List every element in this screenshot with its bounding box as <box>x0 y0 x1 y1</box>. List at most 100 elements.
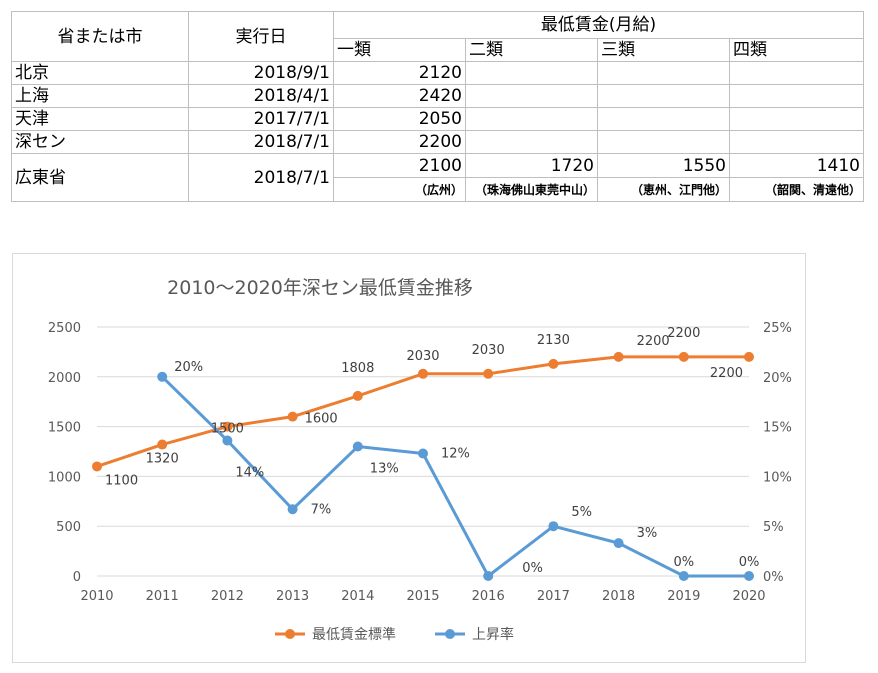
y-right-tick-label: 20% <box>763 371 792 386</box>
table-row: 深セン 2018/7/1 2200 <box>11 130 864 154</box>
wage-cell <box>465 130 598 154</box>
date-cell: 2018/4/1 <box>188 84 334 108</box>
data-point <box>418 368 428 379</box>
data-label: 13% <box>370 462 399 477</box>
wage-cell <box>465 61 598 85</box>
x-tick-label: 2011 <box>146 589 179 604</box>
wage-cell: 2200 <box>333 130 466 154</box>
data-label: 2030 <box>406 349 439 364</box>
chart-title: 2010～2020年深セン最低賃金推移 <box>167 277 473 299</box>
x-tick-label: 2018 <box>602 589 635 604</box>
y-left-tick-label: 2500 <box>48 321 81 336</box>
header-region: 省または市 <box>11 11 189 62</box>
region-cell: 北京 <box>11 61 189 85</box>
y-left-tick-label: 500 <box>56 520 81 535</box>
wage-cell: 2120 <box>333 61 466 85</box>
data-point <box>352 441 363 452</box>
x-tick-label: 2013 <box>276 589 309 604</box>
legend-marker <box>445 629 455 639</box>
wage-trend-chart: 2010～2020年深セン最低賃金推移 0 500 1000 1500 2000 2500… <box>12 253 806 663</box>
data-label: 1500 <box>211 422 244 437</box>
minimum-wage-table: 省または市 実行日 最低賃金(月給) 一類 二類 三類 四類 北京 2018/9… <box>11 11 864 202</box>
region-cell: 天津 <box>11 107 189 131</box>
table-row: 広東省 2018/7/1 2100 1720 1550 1410 <box>11 153 864 202</box>
wage-cell <box>465 84 598 108</box>
date-cell: 2018/7/1 <box>188 153 334 202</box>
y-right-tick-label: 25% <box>763 321 792 336</box>
wage-cell <box>729 107 864 131</box>
date-cell: 2018/7/1 <box>188 130 334 154</box>
wage-cell <box>729 61 864 85</box>
header-wage: 最低賃金(月給) <box>333 11 864 39</box>
data-label: 12% <box>441 446 470 461</box>
y-right-tick-label: 10% <box>763 470 792 485</box>
data-point <box>222 435 233 446</box>
y-right-tick-label: 5% <box>763 520 784 535</box>
wage-cell <box>729 130 864 154</box>
data-label: 1320 <box>146 452 179 467</box>
data-point <box>483 571 494 581</box>
wage-cell <box>597 61 730 85</box>
wage-cell: 1550 <box>597 153 730 178</box>
data-label: 3% <box>637 526 658 541</box>
x-tick-label: 2017 <box>537 589 570 604</box>
data-point <box>548 521 559 532</box>
table-row: 上海 2018/4/1 2420 <box>11 84 864 108</box>
y-right-tick-label: 15% <box>763 421 792 436</box>
data-point <box>613 351 624 362</box>
chart-canvas: 2010～2020年深セン最低賃金推移 0 500 1000 1500 2000 2500… <box>48 277 792 643</box>
table-row: （広州） （珠海佛山東莞中山） （恵州、江門他） （韶関、清遠他） <box>12 177 864 202</box>
data-label: 0% <box>673 555 694 570</box>
data-point <box>222 421 233 432</box>
header-date: 実行日 <box>188 11 334 62</box>
y-left-tick-label: 1000 <box>48 470 81 485</box>
legend-marker <box>285 629 295 639</box>
wage-cell <box>465 107 598 131</box>
data-point <box>157 371 168 382</box>
area-note-cell: （韶関、清遠他） <box>729 177 864 202</box>
y-left-tick-label: 1500 <box>48 421 81 436</box>
x-tick-label: 2020 <box>732 589 765 604</box>
x-tick-label: 2010 <box>80 589 113 604</box>
data-point <box>548 358 559 369</box>
data-point <box>92 461 102 472</box>
header-class-1: 一類 <box>333 38 466 62</box>
wage-cell: 2100 <box>333 153 466 178</box>
x-tick-label: 2019 <box>667 589 700 604</box>
data-label: 2130 <box>537 333 570 348</box>
legend-label: 上昇率 <box>472 626 514 643</box>
data-label: 14% <box>235 466 264 481</box>
data-point <box>352 390 363 401</box>
data-point <box>157 439 168 450</box>
series-line-growth <box>161 375 749 578</box>
data-label: 2200 <box>637 334 670 349</box>
y-left-tick-label: 2000 <box>48 371 81 386</box>
data-point <box>744 571 754 581</box>
data-point <box>418 448 428 459</box>
area-note-cell: （珠海佛山東莞中山） <box>465 177 598 202</box>
data-label: 1808 <box>341 361 374 376</box>
wage-cell <box>729 84 864 108</box>
data-label: 1100 <box>105 473 138 488</box>
x-tick-label: 2015 <box>406 589 439 604</box>
data-label: 2200 <box>710 366 743 381</box>
header-class-3: 三類 <box>597 38 730 62</box>
data-label: 0% <box>522 561 543 576</box>
data-label: 0% <box>739 555 760 570</box>
x-tick-label: 2016 <box>472 589 505 604</box>
data-label: 2030 <box>472 343 505 358</box>
wage-cell <box>597 84 730 108</box>
data-label: 2200 <box>667 326 700 341</box>
wage-cell: 1410 <box>729 153 864 178</box>
wage-cell: 2420 <box>333 84 466 108</box>
data-label: 20% <box>174 360 203 375</box>
data-point <box>678 571 689 581</box>
wage-cell: 1720 <box>465 153 598 178</box>
region-cell: 上海 <box>11 84 189 108</box>
x-tick-label: 2012 <box>211 589 244 604</box>
wage-cell: 2050 <box>333 107 466 131</box>
table-row: 北京 2018/9/1 2120 <box>11 61 864 85</box>
y-right-tick-label: 0% <box>763 570 784 585</box>
header-class-4: 四類 <box>729 38 864 62</box>
legend-label: 最低賃金標準 <box>312 627 396 643</box>
